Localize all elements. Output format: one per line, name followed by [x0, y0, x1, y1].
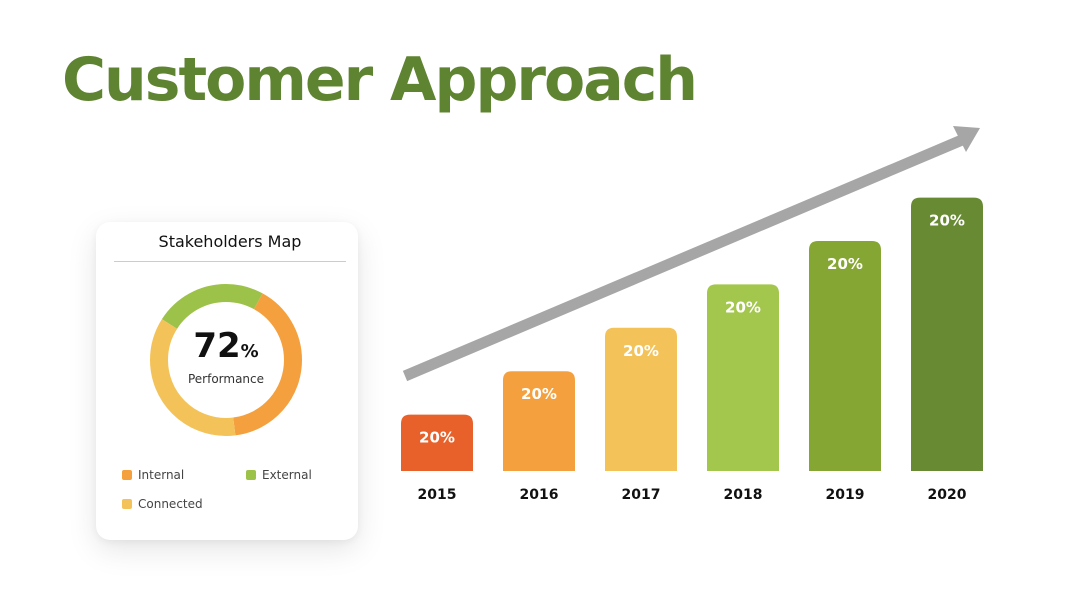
- donut-segment-connected: [150, 284, 302, 436]
- bar-value-label-2017: 20%: [623, 342, 659, 360]
- stakeholders-card: Stakeholders Map 72% Performance Interna…: [96, 222, 358, 540]
- bar-2017: [605, 327, 677, 471]
- performance-unit: %: [240, 341, 259, 362]
- x-tick-label-2016: 2016: [520, 487, 559, 503]
- x-tick-label-2019: 2019: [826, 487, 865, 503]
- donut-center: 72% Performance: [148, 282, 304, 438]
- x-tick-label-2020: 2020: [928, 487, 967, 503]
- bar-2019: [809, 241, 881, 471]
- x-tick-label-2018: 2018: [724, 487, 763, 503]
- legend-item-internal: Internal: [122, 468, 184, 482]
- bar-2020: [911, 197, 983, 471]
- bar-value-label-2020: 20%: [929, 212, 965, 230]
- card-title: Stakeholders Map: [114, 232, 346, 262]
- performance-value: 72%: [148, 326, 304, 366]
- donut-segment-external: [150, 284, 302, 436]
- bar-2018: [707, 284, 779, 471]
- bar-value-label-2015: 20%: [419, 429, 455, 447]
- page-title: Customer Approach: [62, 45, 698, 115]
- legend-item-connected: Connected: [122, 497, 203, 511]
- bar-value-label-2019: 20%: [827, 255, 863, 273]
- bar-value-label-2018: 20%: [725, 298, 761, 316]
- x-tick-label-2015: 2015: [418, 487, 457, 503]
- performance-number: 72: [193, 326, 241, 366]
- stakeholders-donut-chart: [150, 284, 302, 436]
- performance-label: Performance: [187, 372, 265, 386]
- bar-2016: [503, 371, 575, 471]
- legend-label-connected: Connected: [138, 497, 203, 511]
- legend-swatch-connected: [122, 499, 132, 509]
- legend-item-external: External: [246, 468, 312, 482]
- legend-label-external: External: [262, 468, 312, 482]
- bar-value-label-2016: 20%: [521, 385, 557, 403]
- legend-label-internal: Internal: [138, 468, 185, 482]
- bar-2015: [401, 414, 473, 471]
- legend-swatch-external: [246, 470, 256, 480]
- donut-segment-internal: [150, 284, 302, 436]
- trend-arrow-shaft: [402, 134, 965, 382]
- trend-arrow-head: [953, 126, 980, 152]
- legend-swatch-internal: [122, 470, 132, 480]
- x-tick-label-2017: 2017: [622, 487, 661, 503]
